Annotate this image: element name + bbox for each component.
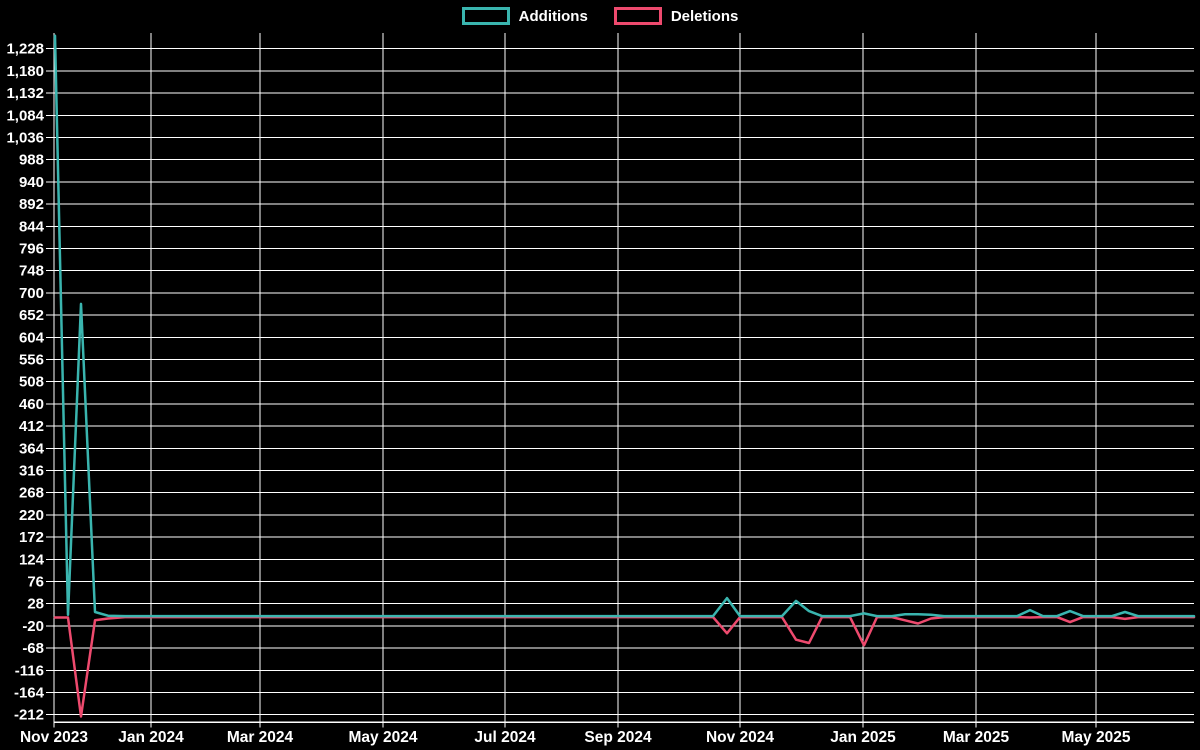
y-tick-label: -116: [15, 662, 44, 679]
y-tick-label: 1,228: [6, 41, 44, 58]
y-tick-label: 844: [19, 218, 45, 235]
x-tick-label: Nov 2024: [706, 729, 774, 746]
legend-item-deletions[interactable]: Deletions: [613, 7, 739, 25]
y-tick-label: 412: [19, 418, 44, 435]
y-tick-label: 124: [19, 551, 45, 568]
x-tick-label: Jul 2024: [474, 729, 536, 746]
y-tick-label: 268: [19, 485, 44, 502]
y-tick-label: 1,084: [6, 107, 44, 124]
y-tick-label: -20: [22, 618, 44, 635]
x-tick-label: Mar 2025: [943, 729, 1010, 746]
y-tick-label: 460: [19, 396, 44, 413]
y-tick-label: 316: [19, 462, 44, 479]
y-tick-label: 76: [27, 573, 44, 590]
gridlines: [46, 33, 1194, 728]
chart-legend: Additions Deletions: [0, 7, 1200, 25]
x-tick-label: May 2024: [349, 729, 418, 746]
x-tick-label: May 2025: [1062, 729, 1131, 746]
deletions-swatch-icon: [613, 7, 662, 25]
series-line-additions: [53, 34, 1196, 618]
y-tick-label: 172: [19, 529, 44, 546]
y-tick-label: 508: [19, 374, 44, 391]
y-tick-label: -68: [22, 640, 44, 657]
x-tick-label: Jan 2024: [118, 729, 184, 746]
y-tick-label: 940: [19, 174, 44, 191]
y-tick-label: 700: [19, 285, 44, 302]
y-tick-label: 28: [27, 596, 44, 613]
y-tick-label: 892: [19, 196, 44, 213]
y-tick-label: 988: [19, 152, 44, 169]
legend-label-deletions: Deletions: [670, 7, 739, 25]
y-tick-label: -212: [14, 707, 44, 724]
x-tick-label: Sep 2024: [584, 729, 652, 746]
y-tick-label: 556: [19, 351, 44, 368]
y-axis-labels: 1,228 1,180 1,132 1,084 1,036 988 940 892 844 796…: [6, 41, 44, 724]
y-tick-label: 604: [19, 329, 45, 346]
y-tick-label: 1,180: [6, 63, 44, 80]
legend-item-additions[interactable]: Additions: [461, 7, 588, 25]
x-axis-labels: Nov 2023 Jan 2024 Mar 2024 May 2024 Jul 2024…: [20, 729, 1131, 746]
x-tick-label: Mar 2024: [227, 729, 294, 746]
y-tick-label: 796: [19, 240, 44, 257]
y-tick-label: 1,132: [6, 85, 44, 102]
x-tick-label: Jan 2025: [830, 729, 896, 746]
y-tick-label: -164: [14, 684, 45, 701]
x-tick-label: Nov 2023: [20, 729, 88, 746]
y-tick-label: 652: [19, 307, 44, 324]
y-tick-label: 220: [19, 507, 44, 524]
y-tick-label: 1,036: [6, 129, 44, 146]
y-tick-label: 748: [19, 263, 44, 280]
additions-swatch-icon: [461, 7, 510, 25]
series-line-deletions: [53, 615, 1196, 718]
y-tick-label: 364: [19, 440, 45, 457]
legend-label-additions: Additions: [518, 7, 588, 25]
